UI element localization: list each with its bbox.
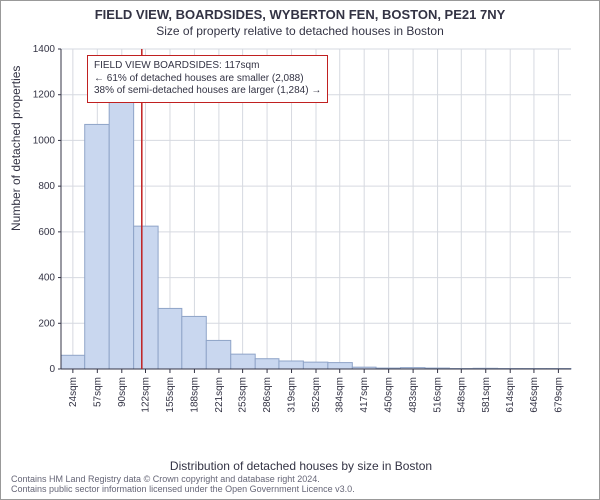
svg-text:548sqm: 548sqm	[456, 377, 467, 413]
svg-text:800: 800	[38, 181, 55, 192]
svg-text:200: 200	[38, 318, 55, 329]
svg-text:221sqm: 221sqm	[214, 377, 225, 413]
svg-text:122sqm: 122sqm	[141, 377, 152, 413]
svg-text:483sqm: 483sqm	[408, 377, 419, 413]
info-line-1: FIELD VIEW BOARDSIDES: 117sqm	[94, 60, 321, 73]
svg-text:57sqm: 57sqm	[92, 377, 103, 407]
svg-text:679sqm: 679sqm	[553, 377, 564, 413]
svg-text:253sqm: 253sqm	[238, 377, 249, 413]
y-axis-label: Number of detached properties	[9, 66, 23, 231]
info-box: FIELD VIEW BOARDSIDES: 117sqm ← 61% of d…	[87, 55, 328, 103]
svg-text:516sqm: 516sqm	[433, 377, 444, 413]
svg-text:1400: 1400	[33, 44, 56, 55]
svg-text:1200: 1200	[33, 90, 56, 101]
x-axis-label: Distribution of detached houses by size …	[1, 459, 600, 473]
chart-container: FIELD VIEW, BOARDSIDES, WYBERTON FEN, BO…	[0, 0, 600, 500]
chart-title: FIELD VIEW, BOARDSIDES, WYBERTON FEN, BO…	[1, 7, 599, 22]
svg-text:319sqm: 319sqm	[287, 377, 298, 413]
attribution: Contains HM Land Registry data © Crown c…	[11, 475, 355, 495]
svg-text:417sqm: 417sqm	[359, 377, 370, 413]
svg-text:352sqm: 352sqm	[311, 377, 322, 413]
svg-text:646sqm: 646sqm	[529, 377, 540, 413]
chart-subtitle: Size of property relative to detached ho…	[1, 24, 599, 38]
svg-text:450sqm: 450sqm	[384, 377, 395, 413]
info-line-2: ← 61% of detached houses are smaller (2,…	[94, 73, 321, 86]
svg-text:1000: 1000	[33, 135, 56, 146]
attribution-line-2: Contains public sector information licen…	[11, 485, 355, 495]
svg-text:400: 400	[38, 273, 55, 284]
svg-text:581sqm: 581sqm	[481, 377, 492, 413]
svg-text:24sqm: 24sqm	[68, 377, 79, 407]
svg-text:614sqm: 614sqm	[505, 377, 516, 413]
svg-text:188sqm: 188sqm	[189, 377, 200, 413]
histogram-plot: 020040060080010001200140024sqm57sqm90sqm…	[61, 49, 571, 419]
svg-text:286sqm: 286sqm	[262, 377, 273, 413]
chart-area: 020040060080010001200140024sqm57sqm90sqm…	[61, 49, 571, 419]
svg-text:155sqm: 155sqm	[165, 377, 176, 413]
svg-text:384sqm: 384sqm	[335, 377, 346, 413]
svg-text:90sqm: 90sqm	[117, 377, 128, 407]
info-line-3: 38% of semi-detached houses are larger (…	[94, 85, 321, 98]
svg-text:600: 600	[38, 227, 55, 238]
svg-text:0: 0	[49, 364, 55, 375]
